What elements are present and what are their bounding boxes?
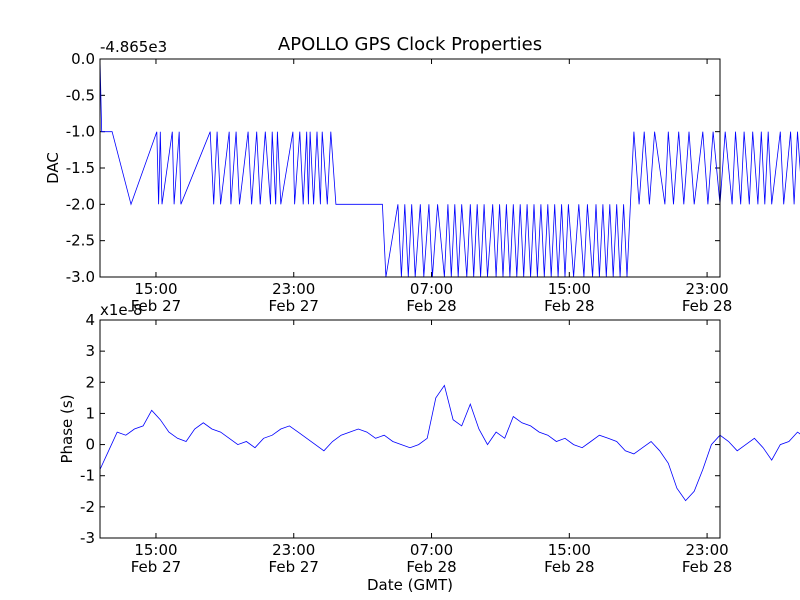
- x-tick-time-label: 23:00: [685, 541, 728, 559]
- x-tick-time-label: 23:00: [272, 280, 315, 298]
- dac-offset-text: -4.865e3: [100, 38, 167, 56]
- phase-series-line: [99, 384, 800, 502]
- x-axis-label: Date (GMT): [367, 576, 453, 594]
- y-tick-label: 0.0: [71, 50, 95, 68]
- x-tick-date-label: Feb 28: [544, 297, 594, 315]
- x-tick-time-label: 07:00: [410, 541, 453, 559]
- x-tick-time-label: 07:00: [410, 280, 453, 298]
- y-tick-label: -1: [80, 467, 95, 485]
- x-tick-time-label: 15:00: [134, 280, 177, 298]
- y-tick-label: 4: [85, 311, 95, 329]
- y-tick-label: -0.5: [66, 86, 95, 104]
- y-tick-label: -1.5: [66, 159, 95, 177]
- y-tick-label: -2: [80, 498, 95, 516]
- x-tick-time-label: 15:00: [548, 280, 591, 298]
- x-tick-date-label: Feb 27: [131, 297, 181, 315]
- x-tick-date-label: Feb 28: [682, 558, 732, 576]
- x-tick-date-label: Feb 28: [406, 558, 456, 576]
- y-tick-label: -2.5: [66, 232, 95, 250]
- dac-plot-frame: [99, 58, 721, 278]
- y-tick-label: -3: [80, 529, 95, 547]
- x-tick-time-label: 23:00: [272, 541, 315, 559]
- x-tick-date-label: Feb 27: [269, 297, 319, 315]
- dac-y-ticks: 0.0 -0.5 -1.0 -1.5 -2.0 -2.5 -3.0: [66, 50, 720, 286]
- x-tick-time-label: 15:00: [548, 541, 591, 559]
- x-tick-date-label: Feb 27: [269, 558, 319, 576]
- chart-title: APOLLO GPS Clock Properties: [278, 34, 542, 55]
- dac-y-axis-label: DAC: [44, 152, 62, 184]
- dac-series-line: [99, 58, 800, 278]
- phase-y-ticks: 4 3 2 1 0 -1 -2 -3: [80, 311, 720, 547]
- y-tick-label: -3.0: [66, 268, 95, 286]
- x-tick-time-label: 23:00: [685, 280, 728, 298]
- x-tick-date-label: Feb 28: [544, 558, 594, 576]
- x-tick-date-label: Feb 27: [131, 558, 181, 576]
- y-tick-label: -1.0: [66, 123, 95, 141]
- phase-y-axis-label: Phase (s): [58, 394, 76, 463]
- phase-plot-frame: [99, 319, 721, 539]
- y-tick-label: 0: [85, 436, 95, 454]
- x-tick-time-label: 15:00: [134, 541, 177, 559]
- y-tick-label: 1: [85, 404, 95, 422]
- x-tick-date-label: Feb 28: [682, 297, 732, 315]
- phase-offset-text: x1e-8: [100, 301, 143, 319]
- y-tick-label: -2.0: [66, 195, 95, 213]
- y-tick-label: 2: [85, 373, 95, 391]
- x-tick-date-label: Feb 28: [406, 297, 456, 315]
- dac-panel: -4.865e3 0.0 -0.5 -1.0 -1.5 -2.0 -2.5 -3.0 15:…: [44, 38, 800, 315]
- y-tick-label: 3: [85, 342, 95, 360]
